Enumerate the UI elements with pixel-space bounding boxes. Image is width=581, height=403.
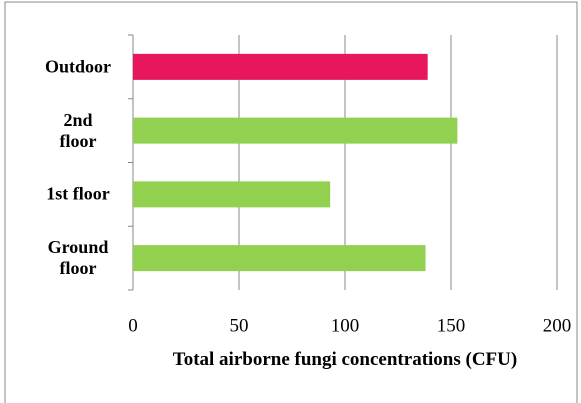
y-tick-label: 1st floor (46, 183, 110, 204)
x-tick-label: 100 (331, 315, 360, 336)
bar (133, 245, 426, 272)
bar (133, 117, 458, 144)
bar (133, 181, 331, 208)
y-tick-label: Ground floor (47, 237, 109, 279)
x-axis-title: Total airborne fungi concentrations (CFU… (172, 349, 518, 370)
chart-frame (4, 1, 578, 403)
x-tick-label: 150 (437, 315, 466, 336)
x-tick-label: 0 (128, 315, 138, 336)
y-tick-label: 2nd floor (59, 109, 97, 151)
bar (133, 53, 428, 80)
x-tick-label: 200 (543, 315, 572, 336)
y-tick-label: Outdoor (44, 56, 111, 77)
x-tick-label: 50 (230, 315, 249, 336)
